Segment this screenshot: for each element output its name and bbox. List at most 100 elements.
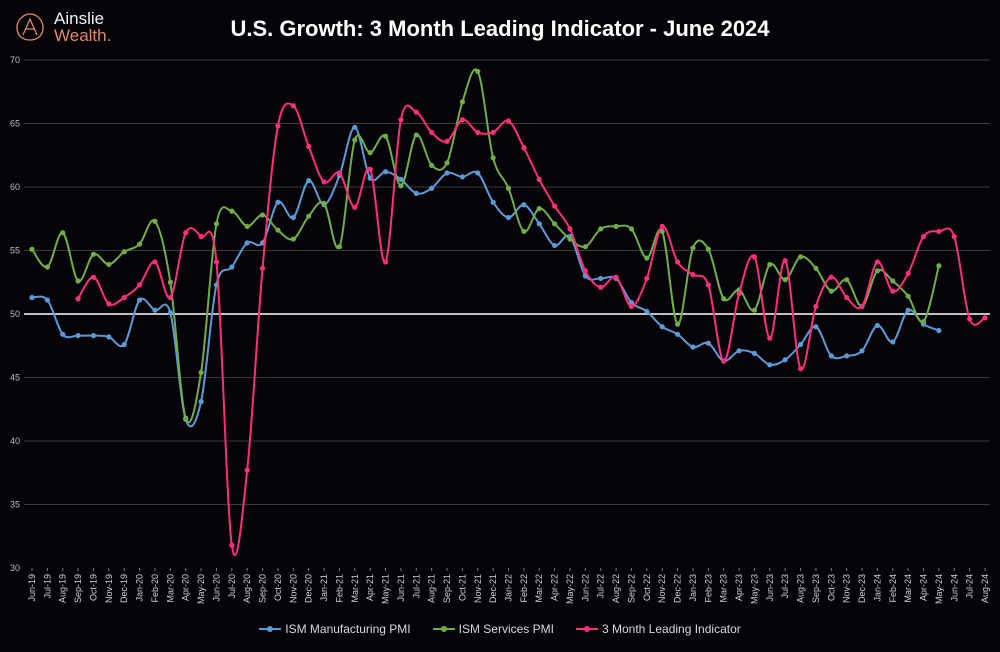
y-tick-label: 45: [10, 373, 20, 383]
data-point: [336, 170, 343, 176]
x-tick-label: Dec-20: [304, 574, 314, 603]
y-tick-label: 65: [10, 119, 20, 129]
x-tick-label: Feb-22: [519, 574, 529, 603]
data-point: [674, 259, 681, 265]
data-point: [244, 223, 250, 229]
data-point: [890, 278, 896, 284]
data-point: [275, 123, 281, 129]
data-point: [167, 294, 173, 301]
data-point: [552, 242, 558, 249]
x-tick-label: Oct-20: [273, 574, 283, 601]
data-point: [536, 176, 542, 182]
x-tick-label: May-21: [381, 574, 391, 604]
data-point: [674, 321, 681, 327]
x-tick-label: Oct-19: [88, 574, 98, 601]
data-point: [767, 362, 773, 368]
data-point: [398, 117, 404, 123]
x-tick-label: Dec-19: [119, 574, 129, 603]
x-tick-label: Aug-20: [242, 574, 252, 603]
data-point: [475, 129, 481, 135]
data-point: [321, 179, 327, 185]
data-point: [106, 301, 112, 307]
data-point: [813, 324, 819, 330]
x-tick-label: Jun-24: [949, 574, 959, 602]
x-tick-label: Mar-23: [719, 574, 729, 603]
legend-swatch: [259, 626, 282, 632]
data-point: [244, 467, 250, 473]
series-line-0: [31, 126, 940, 428]
data-point: [690, 272, 696, 278]
y-tick-label: 70: [10, 55, 20, 65]
data-point: [229, 264, 235, 270]
data-point: [859, 303, 865, 309]
data-point: [244, 240, 250, 246]
data-point: [259, 265, 266, 271]
legend: ISM Manufacturing PMI ISM Services PMI 3 M…: [0, 622, 1000, 636]
data-point: [598, 275, 604, 282]
data-point: [751, 350, 758, 356]
series-line-2: [77, 102, 986, 556]
data-point: [90, 332, 97, 339]
data-point: [490, 155, 496, 161]
data-point: [259, 212, 266, 218]
y-tick-label: 40: [10, 436, 20, 446]
x-tick-label: Sep-21: [442, 574, 452, 603]
x-tick-label: Feb-23: [703, 574, 713, 603]
y-tick-label: 50: [10, 309, 20, 319]
data-point: [659, 223, 665, 229]
legend-item: ISM Services PMI: [432, 622, 554, 636]
data-point: [721, 296, 727, 302]
data-point: [352, 204, 358, 210]
x-tick-label: Sep-22: [626, 574, 636, 603]
data-point: [905, 307, 911, 313]
data-point: [413, 109, 419, 115]
logo: Ainslie Wealth.: [14, 10, 111, 44]
data-point: [751, 254, 758, 260]
legend-label: ISM Manufacturing PMI: [285, 622, 411, 636]
data-point: [229, 542, 235, 548]
data-point: [552, 203, 558, 209]
data-point: [198, 399, 204, 405]
x-tick-label: Apr-21: [365, 574, 375, 601]
x-tick-label: Dec-23: [857, 574, 867, 603]
data-point: [813, 303, 819, 309]
data-point: [859, 348, 865, 354]
data-point: [905, 270, 911, 276]
data-point: [475, 170, 481, 176]
data-point: [382, 259, 389, 265]
data-point: [490, 129, 496, 135]
data-point: [890, 288, 896, 294]
x-tick-label: Nov-19: [104, 574, 114, 603]
data-point: [982, 315, 988, 321]
data-point: [290, 214, 296, 221]
data-point: [721, 358, 727, 364]
data-point: [183, 415, 189, 421]
data-point: [690, 245, 696, 251]
data-point: [767, 261, 773, 268]
x-tick-label: Feb-24: [888, 574, 898, 603]
data-point: [828, 274, 834, 280]
data-point: [967, 316, 973, 322]
x-tick-label: Oct-23: [826, 574, 836, 601]
data-point: [306, 143, 312, 149]
data-point: [628, 303, 635, 309]
x-tick-label: May-22: [565, 574, 575, 604]
data-point: [229, 208, 235, 214]
legend-item: 3 Month Leading Indicator: [575, 622, 741, 636]
legend-label: 3 Month Leading Indicator: [601, 622, 741, 636]
data-point: [398, 176, 404, 182]
data-point: [659, 228, 665, 235]
data-point: [459, 99, 465, 105]
x-tick-label: Aug-24: [980, 574, 990, 603]
data-point: [567, 236, 573, 242]
legend-item: ISM Manufacturing PMI: [259, 622, 411, 636]
y-tick-label: 55: [10, 246, 20, 256]
data-point: [782, 357, 788, 363]
x-tick-label: Jul-20: [227, 574, 237, 599]
data-point: [290, 236, 296, 242]
x-tick-label: Jun-20: [211, 574, 221, 602]
x-tick-label: Apr-23: [734, 574, 744, 601]
data-point: [936, 327, 942, 334]
data-point: [306, 213, 312, 219]
x-tick-label: Mar-20: [165, 574, 175, 603]
